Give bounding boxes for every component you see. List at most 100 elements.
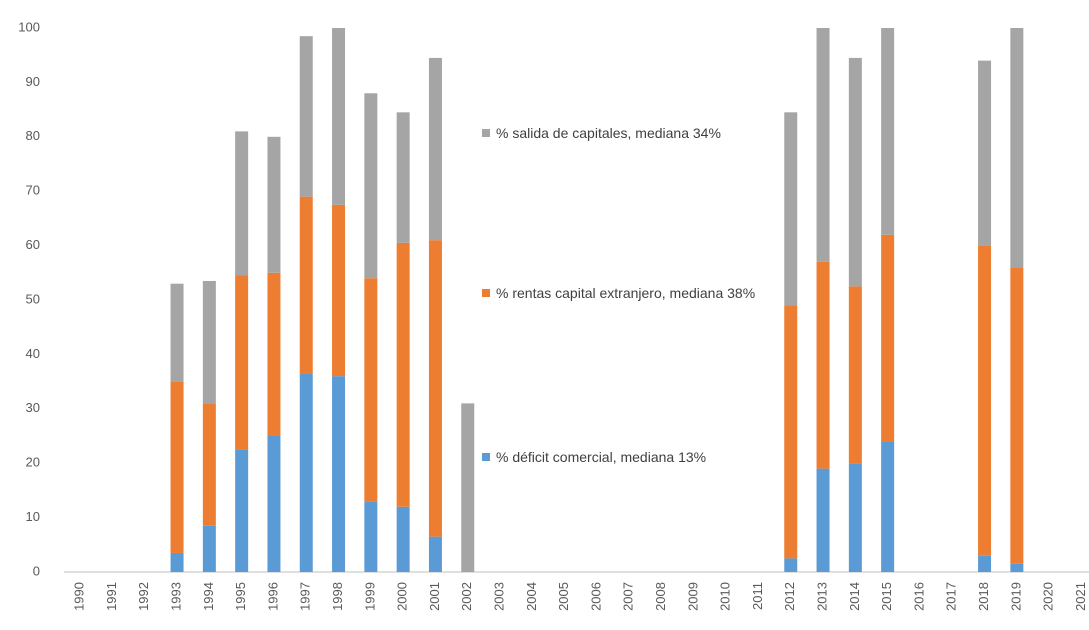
- x-tick-label: 2014: [847, 582, 862, 611]
- x-tick-label: 2013: [814, 582, 829, 611]
- x-tick-label: 1994: [201, 582, 216, 611]
- x-tick-label: 2002: [459, 582, 474, 611]
- legend-entry: % salida de capitales, mediana 34%: [482, 124, 781, 142]
- y-tick-label: 30: [26, 400, 40, 415]
- bar-segment: [848, 463, 862, 572]
- bar-segment: [978, 245, 992, 556]
- y-tick-label: 70: [26, 183, 40, 198]
- y-tick-label: 0: [33, 563, 40, 578]
- x-tick-label: 2021: [1073, 582, 1088, 611]
- x-tick-label: 2020: [1041, 582, 1056, 611]
- legend-swatch: [482, 289, 490, 297]
- bar-segment: [1010, 563, 1024, 572]
- legend-label: % rentas capital extranjero, mediana 38%: [496, 285, 756, 301]
- bar-segment: [235, 275, 249, 450]
- bar-segment: [428, 240, 442, 537]
- bar-segment: [1010, 28, 1024, 268]
- x-tick-label: 2003: [491, 582, 506, 611]
- legend-swatch: [482, 129, 490, 137]
- bar-segment: [396, 506, 410, 572]
- x-tick-label: 2012: [782, 582, 797, 611]
- y-tick-label: 90: [26, 74, 40, 89]
- bar-segment: [332, 28, 346, 205]
- legend-entry: % rentas capital extranjero, mediana 38%: [482, 284, 781, 302]
- x-tick-label: 2000: [395, 582, 410, 611]
- bar-segment: [170, 552, 184, 572]
- bar-segment: [364, 278, 378, 502]
- x-tick-label: 1991: [104, 582, 119, 611]
- x-tick-label: 1998: [330, 582, 345, 611]
- bar-segment: [816, 468, 830, 572]
- bar-segment: [299, 373, 313, 572]
- x-tick-label: 2019: [1008, 582, 1023, 611]
- x-tick-label: 2016: [911, 582, 926, 611]
- bar-segment: [235, 449, 249, 572]
- x-tick-label: 2005: [556, 582, 571, 611]
- x-tick-label: 2007: [621, 582, 636, 611]
- bar-segment: [299, 36, 313, 197]
- bar-segment: [1010, 267, 1024, 564]
- legend-label: % salida de capitales, mediana 34%: [496, 125, 721, 141]
- bar-segment: [364, 93, 378, 279]
- x-tick-label: 1995: [233, 582, 248, 611]
- y-tick-label: 60: [26, 237, 40, 252]
- bar-segment: [848, 286, 862, 464]
- bar-segment: [848, 57, 862, 287]
- bar-segment: [170, 283, 184, 382]
- bar-segment: [332, 376, 346, 572]
- x-tick-label: 2004: [524, 582, 539, 611]
- y-tick-label: 50: [26, 291, 40, 306]
- bar-segment: [881, 28, 895, 235]
- x-tick-label: 2008: [653, 582, 668, 611]
- y-tick-label: 100: [18, 19, 40, 34]
- bar-segment: [461, 403, 475, 572]
- bar-segment: [267, 436, 281, 572]
- bar-segment: [428, 536, 442, 572]
- x-tick-label: 2006: [588, 582, 603, 611]
- bar-segment: [202, 403, 216, 526]
- legend-entry: % déficit comercial, mediana 13%: [482, 448, 781, 466]
- x-tick-label: 1993: [168, 582, 183, 611]
- bar-segment: [202, 280, 216, 404]
- bar-segment: [881, 234, 895, 442]
- x-tick-label: 1996: [265, 582, 280, 611]
- x-tick-label: 1999: [362, 582, 377, 611]
- bar-segment: [978, 60, 992, 246]
- x-tick-label: 2009: [685, 582, 700, 611]
- bar-segment: [364, 501, 378, 572]
- bar-segment: [428, 57, 442, 241]
- x-tick-label: 2015: [879, 582, 894, 611]
- bar-segment: [332, 204, 346, 377]
- bar-segment: [816, 28, 830, 262]
- x-tick-label: 1997: [298, 582, 313, 611]
- y-tick-label: 10: [26, 509, 40, 524]
- bar-segment: [267, 272, 281, 436]
- bar-segment: [396, 242, 410, 507]
- bar-segment: [978, 555, 992, 572]
- x-tick-label: 2017: [944, 582, 959, 611]
- bar-segment: [202, 525, 216, 572]
- x-tick-label: 1992: [136, 582, 151, 611]
- bar-segment: [784, 558, 798, 572]
- x-tick-label: 2010: [718, 582, 733, 611]
- bar-segment: [170, 381, 184, 553]
- x-tick-label: 2011: [750, 582, 765, 610]
- y-tick-label: 80: [26, 128, 40, 143]
- bar-segment: [784, 112, 798, 306]
- bar-segment: [881, 441, 895, 572]
- bar-segment: [784, 305, 798, 559]
- bar-segment: [299, 196, 313, 374]
- bar-segment: [235, 131, 249, 276]
- x-tick-label: 2001: [427, 582, 442, 611]
- bar-segment: [396, 112, 410, 243]
- bar-segment: [267, 136, 281, 273]
- y-tick-label: 40: [26, 346, 40, 361]
- legend-swatch: [482, 453, 490, 461]
- x-tick-label: 1990: [72, 582, 87, 611]
- x-tick-label: 2018: [976, 582, 991, 611]
- legend-label: % déficit comercial, mediana 13%: [496, 449, 707, 465]
- y-tick-label: 20: [26, 455, 40, 470]
- bar-segment: [816, 261, 830, 469]
